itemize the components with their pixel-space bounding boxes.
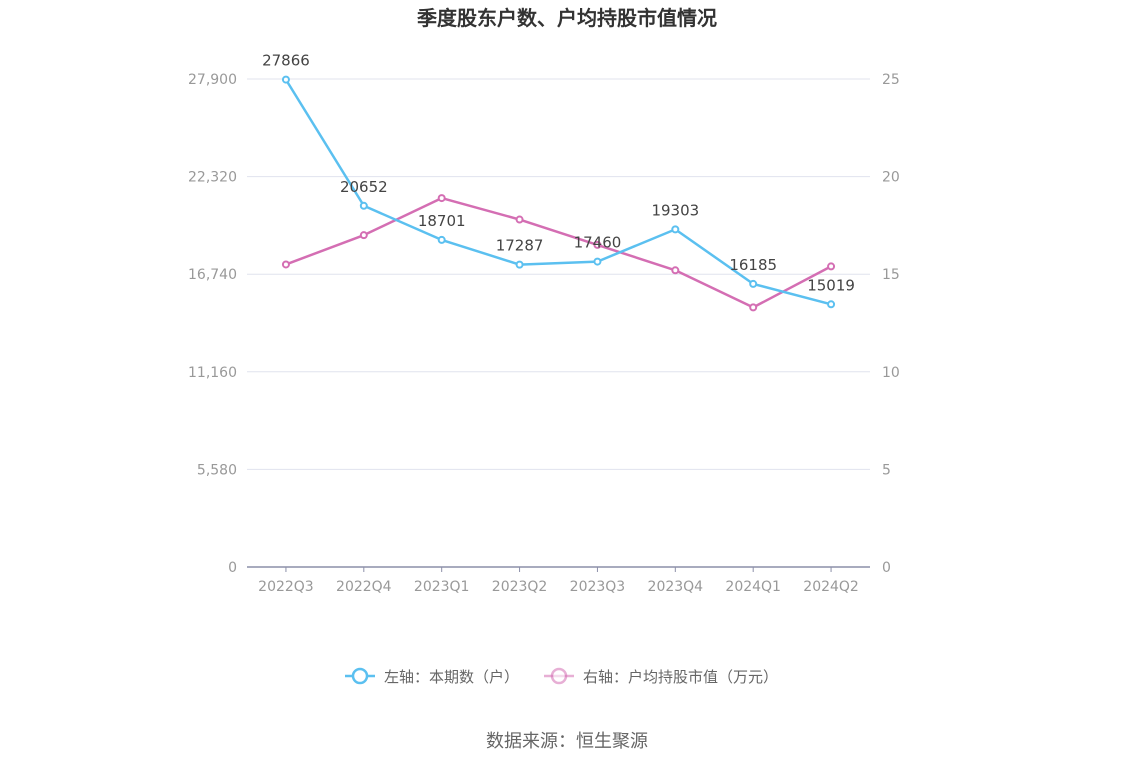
left-axis-tick-label: 0 [228, 560, 237, 576]
x-axis-tick-label: 2024Q1 [725, 579, 781, 595]
data-point-left [359, 201, 368, 210]
data-point-left [515, 260, 524, 269]
series-line-right [285, 196, 832, 309]
data-point-right [359, 231, 368, 240]
chart-title: 季度股东户数、户均持股市值情况 [416, 6, 717, 30]
legend-item-right[interactable]: 右轴：户均持股市值（万元） [544, 667, 778, 686]
data-point-right [515, 215, 524, 224]
data-point-left [671, 225, 680, 234]
data-point-right [593, 240, 602, 249]
right-axis-tick-label: 20 [882, 170, 900, 186]
data-label: 17287 [496, 237, 544, 255]
x-axis-tick-label: 2022Q3 [258, 579, 314, 595]
data-point-right [281, 260, 290, 269]
legend[interactable]: 左轴：本期数（户） 右轴：户均持股市值（万元） [345, 667, 778, 686]
right-axis-tick-label: 5 [882, 462, 891, 478]
source-note: 数据来源：恒生聚源 [486, 731, 648, 752]
series-line-left [284, 78, 832, 306]
data-label: 16185 [729, 256, 777, 274]
right-axis-tick-label: 10 [882, 365, 900, 381]
data-point-right [671, 266, 680, 275]
right-axis-tick-label: 0 [882, 560, 891, 576]
data-label: 15019 [807, 276, 855, 294]
data-point-left [827, 300, 836, 309]
right-axis-tick-label: 25 [882, 72, 900, 88]
x-axis-tick-label: 2023Q2 [492, 579, 548, 595]
right-axis-tick-label: 15 [882, 267, 900, 283]
grid [247, 78, 870, 470]
data-point-left [281, 75, 290, 84]
series [281, 75, 836, 312]
data-point-right [749, 303, 758, 312]
left-axis-tick-label: 16,740 [188, 267, 237, 283]
x-axis-tick-label: 2023Q4 [648, 579, 704, 595]
legend-swatch-marker [351, 667, 369, 685]
left-axis-tick-label: 22,320 [188, 170, 237, 186]
left-axis-tick-label: 27,900 [188, 72, 237, 88]
legend-swatch-marker [550, 667, 568, 685]
x-axis-tick-label: 2023Q3 [570, 579, 626, 595]
left-axis-tick-label: 11,160 [188, 365, 237, 381]
data-point-left [749, 279, 758, 288]
axes: 0 5,580 11,160 16,740 22,320 27,900 0 5 10 15 20 25… [188, 72, 900, 595]
legend-item-left[interactable]: 左轴：本期数（户） [345, 667, 519, 686]
left-axis-tick-label: 5,580 [197, 462, 237, 478]
x-axis-tick-label: 2024Q2 [803, 579, 859, 595]
x-axis-tick-label: 2022Q4 [336, 579, 392, 595]
legend-label: 左轴：本期数（户） [384, 668, 519, 686]
data-point-left [593, 257, 602, 266]
data-point-right [827, 262, 836, 271]
data-label: 27866 [262, 52, 310, 70]
legend-label: 右轴：户均持股市值（万元） [583, 668, 778, 686]
data-label: 18701 [418, 212, 466, 230]
x-axis-tick-label: 2023Q1 [414, 579, 470, 595]
data-label: 17460 [574, 234, 622, 252]
data-point-left [437, 235, 446, 244]
data-point-right [437, 194, 446, 203]
data-labels: 27866 20652 18701 17287 17460 19303 16185 15019 [262, 52, 855, 295]
data-label: 20652 [340, 178, 388, 196]
data-label: 19303 [651, 201, 699, 219]
